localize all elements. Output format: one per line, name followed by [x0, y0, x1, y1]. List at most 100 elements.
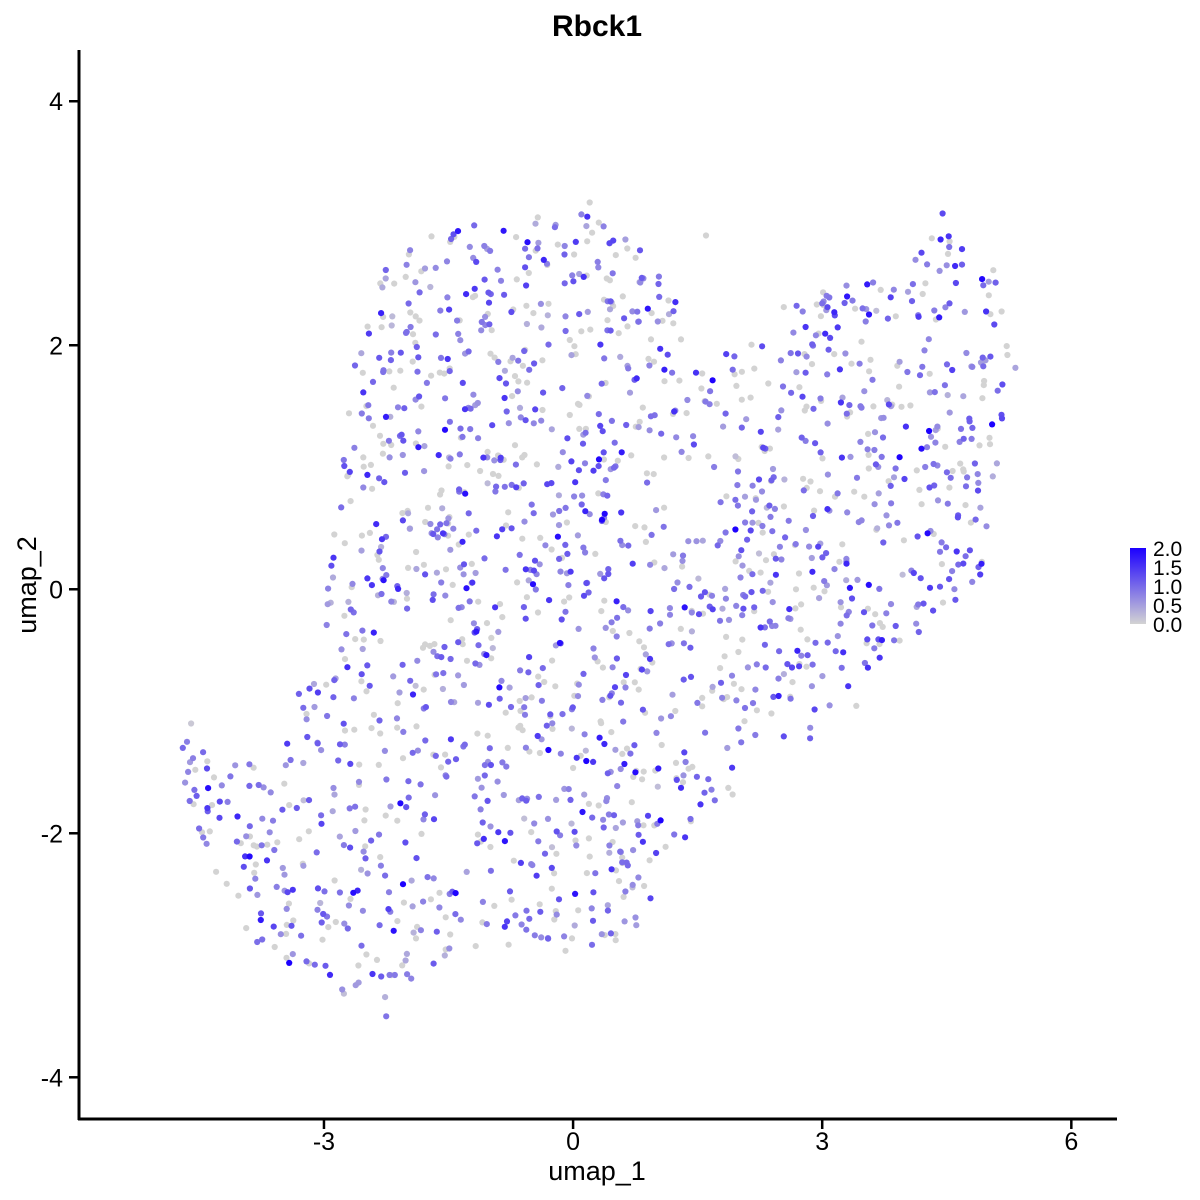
cell-point	[824, 304, 831, 311]
cell-point	[919, 363, 926, 370]
cell-point	[582, 747, 589, 754]
cell-point	[387, 413, 394, 420]
cell-point	[259, 936, 266, 943]
cell-point	[609, 627, 616, 635]
cell-point	[487, 867, 494, 874]
cell-point	[185, 768, 192, 776]
cell-point	[894, 519, 901, 526]
cell-point	[574, 532, 582, 539]
cell-point	[597, 570, 604, 578]
cell-point	[635, 318, 642, 325]
cell-point	[422, 571, 429, 578]
cell-point	[376, 432, 384, 439]
cell-point	[438, 487, 445, 494]
cell-point	[382, 413, 390, 420]
cell-point	[581, 460, 589, 467]
cell-point	[447, 655, 454, 663]
cell-point	[878, 453, 885, 460]
cell-point	[610, 464, 618, 471]
cell-point	[928, 235, 935, 242]
cell-point	[957, 460, 964, 467]
cell-point	[321, 888, 328, 895]
cell-point	[311, 961, 318, 968]
cell-point	[748, 589, 755, 596]
cell-point	[445, 463, 452, 470]
cell-point	[921, 347, 928, 354]
cell-point	[629, 560, 636, 567]
cell-point	[979, 395, 986, 402]
cell-point	[409, 903, 416, 910]
cell-point	[729, 791, 736, 798]
cell-point	[260, 784, 267, 791]
cell-point	[687, 815, 694, 823]
cell-point	[913, 620, 920, 627]
cell-point	[575, 625, 582, 633]
cell-point	[412, 682, 419, 689]
cell-point	[621, 315, 628, 322]
cell-point	[399, 962, 406, 969]
cell-point	[951, 586, 958, 593]
cell-point	[843, 282, 850, 289]
cell-point	[775, 414, 782, 421]
cell-point	[379, 284, 386, 291]
cell-point	[351, 362, 359, 369]
cell-point	[793, 369, 800, 376]
cell-point	[607, 327, 614, 334]
cell-point	[394, 918, 401, 925]
cell-point	[605, 570, 612, 578]
cell-point	[677, 625, 684, 633]
cell-point	[394, 724, 401, 731]
cell-point	[603, 798, 610, 805]
cell-point	[653, 729, 660, 737]
cell-point	[748, 341, 755, 348]
cell-point	[368, 582, 375, 589]
cell-point	[295, 690, 302, 698]
cell-point	[923, 444, 931, 451]
cell-point	[358, 866, 365, 873]
cell-point	[936, 583, 944, 590]
cell-point	[358, 942, 365, 949]
cell-point	[580, 592, 588, 599]
cell-point	[525, 254, 533, 261]
cell-point	[461, 741, 468, 748]
cell-point	[786, 606, 793, 613]
cell-point	[355, 962, 362, 969]
cell-point	[557, 568, 564, 575]
cell-point	[358, 350, 365, 357]
cell-point	[602, 477, 609, 484]
cell-point	[251, 869, 258, 876]
cell-point	[788, 389, 795, 396]
cell-point	[489, 422, 496, 429]
cell-point	[561, 251, 568, 258]
cell-point	[284, 740, 291, 747]
cell-point	[661, 378, 668, 385]
cell-point	[586, 511, 593, 518]
cell-point	[803, 403, 810, 410]
cell-point	[369, 422, 377, 429]
cell-point	[597, 341, 604, 348]
cell-point	[907, 402, 914, 409]
cell-point	[382, 812, 389, 819]
cell-point	[444, 355, 451, 363]
cell-point	[576, 311, 583, 318]
cell-point	[313, 849, 320, 856]
cell-point	[952, 596, 959, 603]
cell-point	[532, 586, 539, 593]
cell-point	[608, 729, 615, 736]
cell-point	[589, 814, 596, 821]
cell-point	[650, 471, 657, 478]
cell-point	[672, 707, 679, 715]
cell-point	[682, 834, 689, 841]
cell-point	[409, 749, 416, 756]
cell-point	[418, 403, 425, 410]
cell-point	[572, 837, 579, 844]
cell-point	[319, 936, 326, 943]
cell-point	[825, 346, 832, 353]
cell-point	[765, 588, 772, 595]
cell-point	[283, 921, 290, 929]
cell-point	[986, 434, 993, 441]
cell-point	[360, 463, 367, 470]
cell-point	[443, 520, 450, 527]
cell-point	[872, 611, 879, 618]
cell-point	[318, 919, 325, 926]
